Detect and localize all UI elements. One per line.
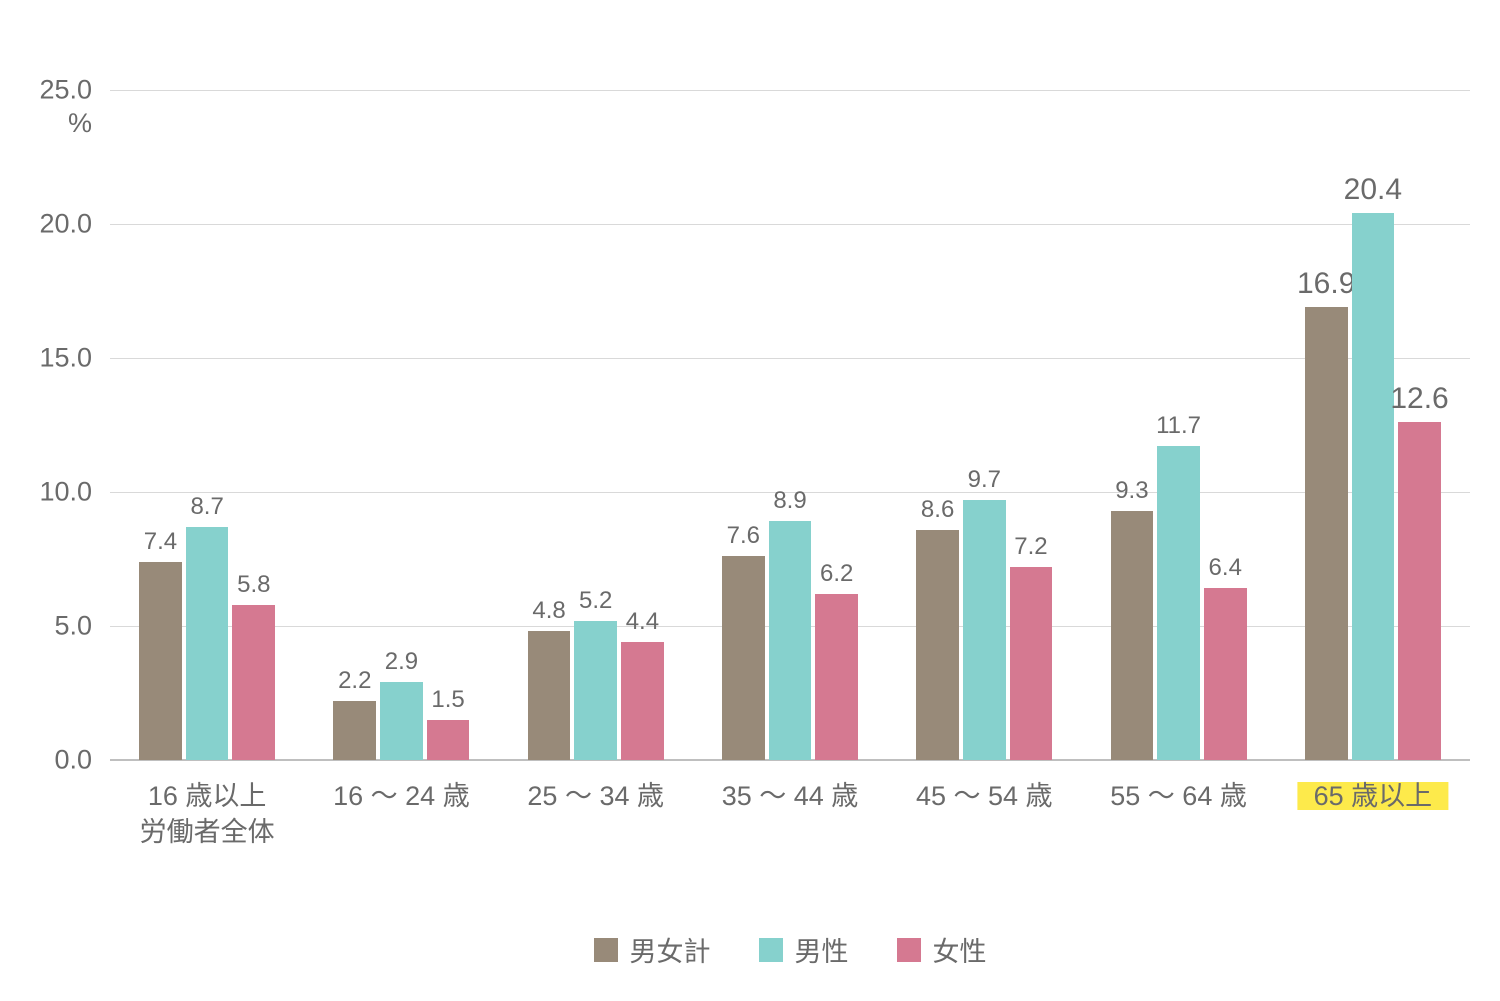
bar xyxy=(722,556,765,760)
legend-item: 女性 xyxy=(897,930,987,969)
bar-value-label: 9.3 xyxy=(1115,477,1148,505)
bar-value-label: 20.4 xyxy=(1344,173,1402,207)
bar xyxy=(963,500,1006,760)
bar xyxy=(574,621,617,760)
bar xyxy=(333,701,376,760)
bar xyxy=(232,605,275,760)
gridline xyxy=(110,358,1470,359)
bar-value-label: 9.7 xyxy=(968,466,1001,494)
category-label: 45 ～ 54 歳 xyxy=(916,778,1053,814)
bar-value-label: 5.8 xyxy=(237,571,270,599)
bar xyxy=(1157,446,1200,760)
bar-value-label: 4.4 xyxy=(626,608,659,636)
bar xyxy=(427,720,470,760)
bar xyxy=(1305,307,1348,760)
bar xyxy=(621,642,664,760)
ytick-label: 20.0 xyxy=(12,209,92,240)
gridline xyxy=(110,90,1470,91)
ytick-label: 15.0 xyxy=(12,343,92,374)
legend-label: 女性 xyxy=(933,930,987,969)
legend: 男女計 男性 女性 xyxy=(110,930,1470,969)
bar xyxy=(1352,213,1395,760)
bar-value-label: 7.6 xyxy=(727,522,760,550)
bar xyxy=(1010,567,1053,760)
legend-item: 男性 xyxy=(759,930,849,969)
bar xyxy=(916,530,959,760)
category-label: 25 ～ 34 歳 xyxy=(527,778,664,814)
bar-value-label: 8.9 xyxy=(773,487,806,515)
bar xyxy=(186,527,229,760)
bar xyxy=(380,682,423,760)
category-label: 35 ～ 44 歳 xyxy=(722,778,859,814)
yaxis-unit: % xyxy=(12,108,92,139)
category-label: 16 歳以上 労働者全体 xyxy=(140,778,275,851)
bar-value-label: 5.2 xyxy=(579,587,612,615)
bar-value-label: 1.5 xyxy=(431,686,464,714)
bar-value-label: 2.2 xyxy=(338,667,371,695)
bar xyxy=(528,631,571,760)
gridline xyxy=(110,224,1470,225)
legend-swatch xyxy=(759,938,783,962)
bar xyxy=(769,521,812,760)
bar xyxy=(1204,588,1247,760)
bar-value-label: 16.9 xyxy=(1297,267,1355,301)
chart-container: 0.0 5.0 10.0 15.0 20.0 25.0% 16 歳以上 労働者全体 7.4 8.… xyxy=(0,0,1500,1001)
ytick-label: 0.0 xyxy=(12,745,92,776)
legend-label: 男性 xyxy=(795,930,849,969)
bar xyxy=(139,562,182,760)
ytick-label: 10.0 xyxy=(12,477,92,508)
category-label: 65 歳以上 xyxy=(1314,778,1433,814)
legend-swatch xyxy=(897,938,921,962)
bar-value-label: 2.9 xyxy=(385,648,418,676)
bar-value-label: 11.7 xyxy=(1156,412,1201,440)
bar xyxy=(1398,422,1441,760)
bar-value-label: 12.6 xyxy=(1390,382,1448,416)
legend-item: 男女計 xyxy=(594,930,711,969)
legend-label: 男女計 xyxy=(630,930,711,969)
bar xyxy=(1111,511,1154,760)
bar-value-label: 6.2 xyxy=(820,560,853,588)
legend-swatch xyxy=(594,938,618,962)
bar-value-label: 7.4 xyxy=(144,528,177,556)
bar-value-label: 8.6 xyxy=(921,496,954,524)
bar-value-label: 7.2 xyxy=(1014,533,1047,561)
bar-value-label: 6.4 xyxy=(1209,554,1242,582)
ytick-label: 25.0 xyxy=(12,75,92,106)
bar xyxy=(815,594,858,760)
category-label: 55 ～ 64 歳 xyxy=(1110,778,1247,814)
bar-value-label: 8.7 xyxy=(190,493,223,521)
bar-value-label: 4.8 xyxy=(532,597,565,625)
category-label: 16 ～ 24 歳 xyxy=(333,778,470,814)
plot-area: 0.05.010.015.020.025.0%16 歳以上 労働者全体7.48.… xyxy=(110,90,1470,760)
ytick-label: 5.0 xyxy=(12,611,92,642)
